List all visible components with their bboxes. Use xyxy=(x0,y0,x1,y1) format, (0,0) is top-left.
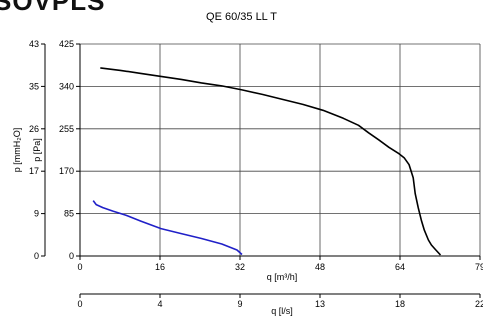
x-tick-label: 16 xyxy=(155,262,165,272)
y-tick-label: 255 xyxy=(59,124,74,134)
y2-tick-label: 26 xyxy=(29,124,39,134)
y-tick-label: 85 xyxy=(64,209,74,219)
tick-labels: 0 16 32 48 64 79 0 4 9 13 18 22 0 85 170 255 340 425 0 9 17 2… xyxy=(29,39,483,309)
y-axis-secondary-label: p [mmH₂O] xyxy=(12,128,22,173)
y2-tick-label: 35 xyxy=(29,81,39,91)
x-tick-label: 32 xyxy=(235,262,245,272)
x-axis-secondary-label: q [l/s] xyxy=(271,306,293,316)
y-tick-label: 425 xyxy=(59,39,74,49)
x-axis-label: q [m³/h] xyxy=(267,272,298,282)
y2-tick-label: 43 xyxy=(29,39,39,49)
x2-tick-label: 22 xyxy=(475,299,483,309)
axes xyxy=(41,43,481,298)
y-axis-label: p [Pa] xyxy=(32,138,42,162)
series-lines xyxy=(92,67,442,256)
y-tick-label: 340 xyxy=(59,81,74,91)
y-tick-label: 0 xyxy=(69,251,74,261)
x2-tick-label: 4 xyxy=(157,299,162,309)
y2-tick-label: 9 xyxy=(34,209,39,219)
y-tick-label: 170 xyxy=(59,166,74,176)
y2-tick-label: 0 xyxy=(34,251,39,261)
x-tick-label: 64 xyxy=(395,262,405,272)
grid-lines xyxy=(80,43,481,256)
x2-tick-label: 18 xyxy=(395,299,405,309)
x2-tick-label: 9 xyxy=(237,299,242,309)
x-tick-label: 0 xyxy=(77,262,82,272)
series-line-1 xyxy=(100,67,442,256)
x2-tick-label: 13 xyxy=(315,299,325,309)
x-tick-label: 48 xyxy=(315,262,325,272)
brand-logo: SOVPLS xyxy=(0,0,106,16)
series-line-2 xyxy=(92,200,243,256)
chart-title: QE 60/35 LL T xyxy=(206,11,277,23)
x2-tick-label: 0 xyxy=(77,299,82,309)
x-tick-label: 79 xyxy=(475,262,483,272)
y2-tick-label: 17 xyxy=(29,166,39,176)
